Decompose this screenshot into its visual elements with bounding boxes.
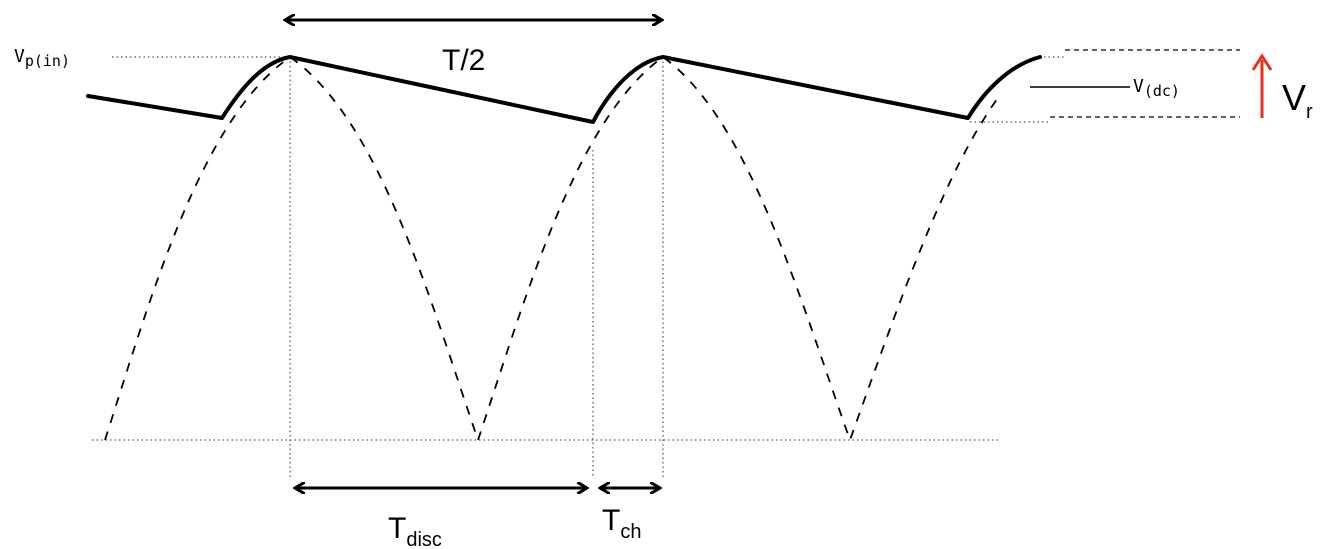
v-dc-label: V(dc): [1133, 76, 1180, 100]
filtered-output-waveform: [86, 55, 1042, 124]
vp-in-label: Vp(in): [14, 46, 70, 70]
rectified-input-waveform: [104, 55, 1001, 443]
ripple-voltage-arrow: [1251, 53, 1273, 118]
half-period-label: T/2: [442, 44, 485, 77]
vr-label: Vr: [1282, 77, 1313, 123]
t-disc-label: Tdisc: [388, 512, 442, 549]
t-ch-label: Tch: [602, 504, 641, 543]
